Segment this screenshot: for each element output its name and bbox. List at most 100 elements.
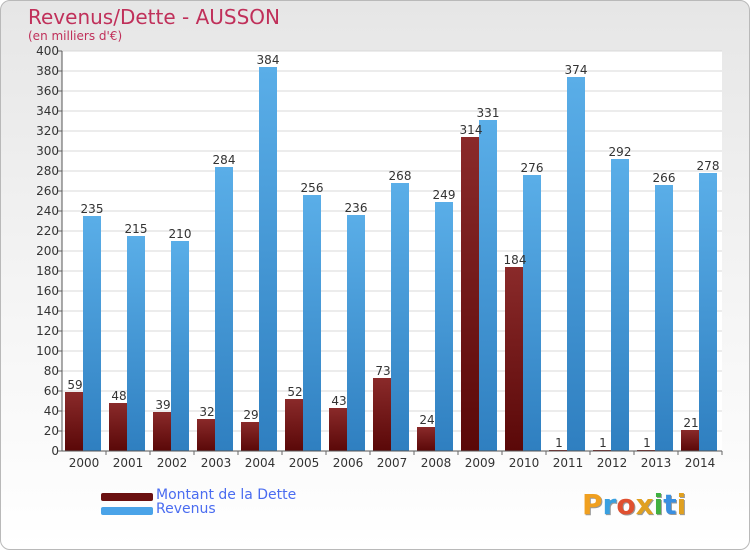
x-tick-label-2008: 2008: [421, 456, 452, 470]
y-tick-label: 40: [44, 404, 59, 418]
label-debt-2006: 43: [331, 394, 346, 408]
logo-letter: i: [653, 488, 664, 521]
bar-revenue-2012: [611, 159, 629, 451]
bar-debt-2009: [461, 137, 479, 451]
bar-debt-2014: [681, 430, 699, 451]
x-tick-label-2010: 2010: [509, 456, 540, 470]
y-tick-label: 220: [36, 224, 59, 238]
bar-debt-2006: [329, 408, 347, 451]
y-tick-label: 280: [36, 164, 59, 178]
chart-subtitle: (en milliers d'€): [28, 29, 123, 43]
bar-revenue-2010: [523, 175, 541, 451]
label-debt-2000: 59: [67, 378, 82, 392]
y-tick-label: 360: [36, 84, 59, 98]
y-tick-label: 0: [51, 444, 59, 458]
logo-letter: t: [663, 488, 677, 521]
bar-revenue-2008: [435, 202, 453, 451]
x-tick-label-2012: 2012: [597, 456, 628, 470]
y-tick-label: 320: [36, 124, 59, 138]
bar-debt-2002: [153, 412, 171, 451]
legend-swatch-revenue: [101, 507, 153, 515]
label-debt-2002: 39: [155, 398, 170, 412]
label-revenue-2012: 292: [609, 145, 632, 159]
label-revenue-2008: 249: [433, 188, 456, 202]
x-tick-label-2013: 2013: [641, 456, 672, 470]
legend-label-debt: Montant de la Dette: [156, 487, 297, 503]
bar-revenue-2007: [391, 183, 409, 451]
label-revenue-2005: 256: [301, 181, 324, 195]
label-debt-2001: 48: [111, 389, 126, 403]
x-tick-label-2011: 2011: [553, 456, 584, 470]
label-revenue-2011: 374: [565, 63, 588, 77]
x-tick-label-2009: 2009: [465, 456, 496, 470]
bar-debt-2007: [373, 378, 391, 451]
y-tick-label: 120: [36, 324, 59, 338]
label-revenue-2007: 268: [389, 169, 412, 183]
logo-letter: i: [676, 488, 687, 521]
label-revenue-2003: 284: [213, 153, 236, 167]
y-tick-label: 300: [36, 144, 59, 158]
bar-revenue-2006: [347, 215, 365, 451]
bar-revenue-2005: [303, 195, 321, 451]
y-tick-label: 180: [36, 264, 59, 278]
label-debt-2008: 24: [419, 413, 434, 427]
chart-title: Revenus/Dette - AUSSON: [28, 5, 280, 29]
bar-revenue-2013: [655, 185, 673, 451]
y-tick-label: 140: [36, 304, 59, 318]
x-tick-label-2001: 2001: [113, 456, 144, 470]
bar-revenue-2001: [127, 236, 145, 451]
label-revenue-2001: 215: [125, 222, 148, 236]
bar-revenue-2011: [567, 77, 585, 451]
y-tick-label: 380: [36, 64, 59, 78]
x-tick-label-2004: 2004: [245, 456, 276, 470]
legend-label-revenue: Revenus: [156, 501, 216, 517]
bar-revenue-2000: [83, 216, 101, 451]
label-revenue-2006: 236: [345, 201, 368, 215]
logo-letter: r: [602, 488, 617, 521]
y-tick-label: 80: [44, 364, 59, 378]
y-tick-label: 60: [44, 384, 59, 398]
logo-letter: P: [582, 488, 603, 521]
label-debt-2011: 1: [555, 436, 563, 450]
bar-revenue-2002: [171, 241, 189, 451]
x-tick-label-2002: 2002: [157, 456, 188, 470]
bar-revenue-2014: [699, 173, 717, 451]
label-debt-2010: 184: [504, 253, 527, 267]
x-tick-label-2014: 2014: [685, 456, 716, 470]
label-revenue-2014: 278: [697, 159, 720, 173]
bar-revenue-2004: [259, 67, 277, 451]
y-tick-label: 240: [36, 204, 59, 218]
x-tick-label-2006: 2006: [333, 456, 364, 470]
y-tick-label: 160: [36, 284, 59, 298]
label-debt-2013: 1: [643, 436, 651, 450]
label-debt-2003: 32: [199, 405, 214, 419]
x-tick-label-2007: 2007: [377, 456, 408, 470]
label-revenue-2004: 384: [257, 53, 280, 67]
y-tick-label: 260: [36, 184, 59, 198]
label-debt-2004: 29: [243, 408, 258, 422]
label-debt-2014: 21: [683, 416, 698, 430]
proxiti-logo: Proxiti: [582, 488, 686, 521]
label-revenue-2009: 331: [477, 106, 500, 120]
label-debt-2005: 52: [287, 385, 302, 399]
label-debt-2007: 73: [375, 364, 390, 378]
logo-letter: o: [616, 488, 636, 521]
y-tick-label: 20: [44, 424, 59, 438]
bar-revenue-2003: [215, 167, 233, 451]
x-tick-label-2005: 2005: [289, 456, 320, 470]
label-revenue-2000: 235: [81, 202, 104, 216]
bar-debt-2010: [505, 267, 523, 451]
y-tick-label: 200: [36, 244, 59, 258]
bar-debt-2004: [241, 422, 259, 451]
x-tick-label-2000: 2000: [69, 456, 100, 470]
bar-debt-2001: [109, 403, 127, 451]
label-debt-2009: 314: [460, 123, 483, 137]
x-tick-label-2003: 2003: [201, 456, 232, 470]
bar-debt-2005: [285, 399, 303, 451]
bar-debt-2003: [197, 419, 215, 451]
y-tick-label: 340: [36, 104, 59, 118]
label-revenue-2002: 210: [169, 227, 192, 241]
label-debt-2012: 1: [599, 436, 607, 450]
